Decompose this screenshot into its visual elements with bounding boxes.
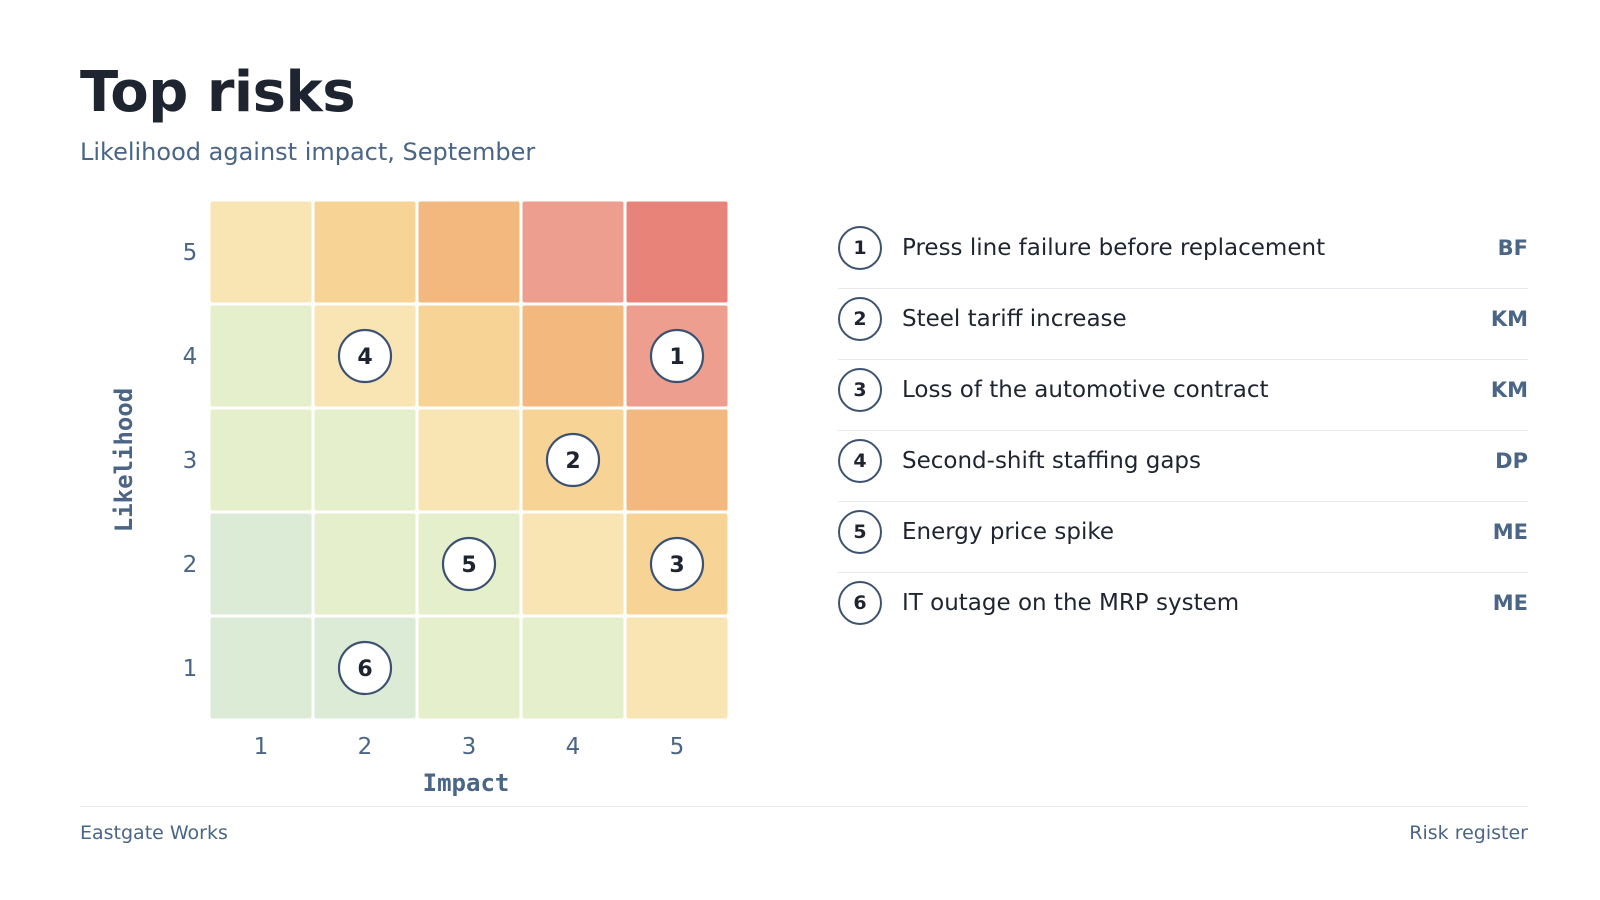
risk-marker-label: 1 [669,345,684,370]
heatmap-cell-l4-i1 [210,305,312,407]
legend-risk-number: 4 [838,439,882,483]
heatmap-cell-l3-i2 [314,409,416,511]
heatmap-cell-l1-i5 [626,617,728,719]
legend-risk-label: IT outage on the MRP system [902,590,1240,616]
risk-marker-2[interactable]: 2 [545,432,601,488]
heatmap-cell-l1-i4 [522,617,624,719]
heatmap-cell-l3-i1 [210,409,312,511]
risk-marker-label: 6 [357,657,372,682]
legend-row[interactable]: 4 Second-shift staffing gaps DP [838,431,1528,502]
risk-marker-label: 5 [461,553,476,578]
risk-marker-1[interactable]: 1 [649,328,705,384]
risk-marker-label: 2 [565,449,580,474]
x-tick-label: 3 [462,734,477,760]
y-tick-label: 4 [183,344,198,370]
footer-organization: Eastgate Works [80,822,228,844]
y-tick-label: 5 [183,240,198,266]
legend-risk-label: Energy price spike [902,519,1115,545]
legend-risk-label: Loss of the automotive contract [902,377,1269,403]
risk-marker-circle [337,640,393,696]
risk-marker-label: 4 [357,345,372,370]
legend-row[interactable]: 6 IT outage on the MRP system ME [838,573,1528,643]
legend-risk-owner: KM [1490,307,1528,331]
heatmap-cell-l4-i3 [418,305,520,407]
legend-risk-number: 2 [838,297,882,341]
heatmap-cells [210,201,728,719]
risk-marker-circle [649,536,705,592]
heatmap-cell-l4-i4 [522,305,624,407]
legend-row[interactable]: 5 Energy price spike ME [838,502,1528,573]
risk-marker-6[interactable]: 6 [337,640,393,696]
risk-matrix-chart: 1 2 3 4 5 1 2 3 4 5 1 2 3 4 5 6 Likelihood Impact [110,201,728,797]
x-tick-label: 4 [566,734,581,760]
heatmap-cell-l1-i3 [418,617,520,719]
legend-risk-number: 3 [838,368,882,412]
page-subtitle: Likelihood against impact, September [80,138,536,166]
heatmap-cell-l5-i5 [626,201,728,303]
risk-marker-4[interactable]: 4 [337,328,393,384]
legend-row[interactable]: 2 Steel tariff increase KM [838,289,1528,360]
risk-marker-label: 3 [669,553,684,578]
heatmap-cell-l5-i1 [210,201,312,303]
risk-marker-3[interactable]: 3 [649,536,705,592]
x-axis-title: Impact [423,769,510,797]
legend-row[interactable]: 3 Loss of the automotive contract KM [838,360,1528,431]
y-tick-label: 3 [183,448,198,474]
heatmap-cell-l5-i3 [418,201,520,303]
legend-risk-owner: ME [1492,591,1528,615]
legend-risk-label: Steel tariff increase [902,306,1127,332]
y-axis-ticks: 1 2 3 4 5 [183,240,198,682]
risk-marker-circle [441,536,497,592]
heatmap-cell-l5-i2 [314,201,416,303]
x-tick-label: 2 [358,734,373,760]
heatmap-cell-l3-i3 [418,409,520,511]
legend-risk-label: Second-shift staffing gaps [902,448,1202,474]
risk-marker-circle [337,328,393,384]
heatmap-cell-l5-i4 [522,201,624,303]
legend-risk-number: 6 [838,581,882,625]
heatmap-cell-l2-i2 [314,513,416,615]
legend-risk-owner: BF [1497,236,1528,260]
x-tick-label: 1 [254,734,269,760]
heatmap-cell-l3-i5 [626,409,728,511]
legend-row[interactable]: 1 Press line failure before replacement BF [838,218,1528,289]
legend-risk-number: 1 [838,226,882,270]
heatmap-cell-l2-i1 [210,513,312,615]
legend-risk-owner: DP [1495,449,1528,473]
risk-marker-5[interactable]: 5 [441,536,497,592]
footer-document-name: Risk register [1409,822,1528,844]
heatmap-cell-l1-i1 [210,617,312,719]
footer-divider [80,806,1528,807]
y-tick-label: 1 [183,656,198,682]
x-axis-ticks: 1 2 3 4 5 [254,734,685,760]
y-tick-label: 2 [183,552,198,578]
y-axis-title: Likelihood [110,388,138,533]
x-tick-label: 5 [670,734,685,760]
risk-marker-circle [545,432,601,488]
legend-risk-number: 5 [838,510,882,554]
risk-markers: 1 2 3 4 5 6 [337,328,705,696]
risk-marker-circle [649,328,705,384]
page-title: Top risks [80,60,356,125]
legend-risk-owner: KM [1490,378,1528,402]
legend-risk-owner: ME [1492,520,1528,544]
heatmap-cell-l2-i4 [522,513,624,615]
legend-risk-label: Press line failure before replacement [902,235,1326,261]
risk-legend: 1 Press line failure before replacement BF… [838,218,1528,643]
